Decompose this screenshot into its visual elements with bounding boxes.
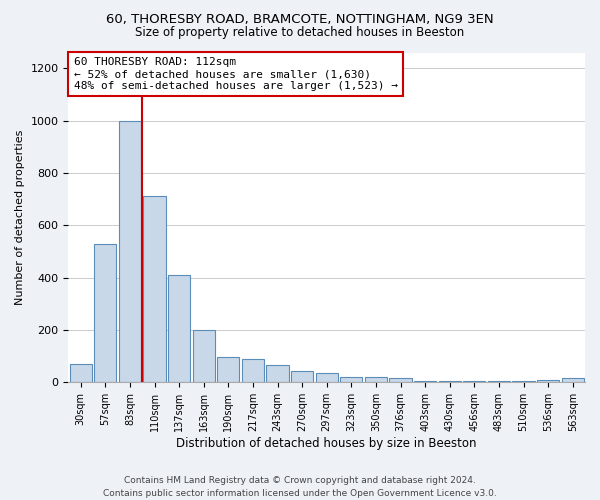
- Text: Size of property relative to detached houses in Beeston: Size of property relative to detached ho…: [136, 26, 464, 39]
- Bar: [463, 381, 485, 382]
- Bar: [488, 381, 510, 382]
- Bar: [119, 120, 141, 382]
- Bar: [414, 381, 436, 382]
- Bar: [340, 377, 362, 382]
- Text: 60 THORESBY ROAD: 112sqm
← 52% of detached houses are smaller (1,630)
48% of sem: 60 THORESBY ROAD: 112sqm ← 52% of detach…: [74, 58, 398, 90]
- Bar: [242, 359, 264, 382]
- Bar: [562, 378, 584, 382]
- Bar: [70, 364, 92, 382]
- Text: Contains HM Land Registry data © Crown copyright and database right 2024.
Contai: Contains HM Land Registry data © Crown c…: [103, 476, 497, 498]
- Bar: [193, 330, 215, 382]
- Y-axis label: Number of detached properties: Number of detached properties: [15, 130, 25, 305]
- X-axis label: Distribution of detached houses by size in Beeston: Distribution of detached houses by size …: [176, 437, 477, 450]
- Bar: [291, 370, 313, 382]
- Bar: [266, 366, 289, 382]
- Bar: [389, 378, 412, 382]
- Text: 60, THORESBY ROAD, BRAMCOTE, NOTTINGHAM, NG9 3EN: 60, THORESBY ROAD, BRAMCOTE, NOTTINGHAM,…: [106, 12, 494, 26]
- Bar: [316, 373, 338, 382]
- Bar: [365, 377, 387, 382]
- Bar: [512, 381, 535, 382]
- Bar: [168, 275, 190, 382]
- Bar: [439, 381, 461, 382]
- Bar: [143, 196, 166, 382]
- Bar: [537, 380, 559, 382]
- Bar: [217, 358, 239, 382]
- Bar: [94, 244, 116, 382]
